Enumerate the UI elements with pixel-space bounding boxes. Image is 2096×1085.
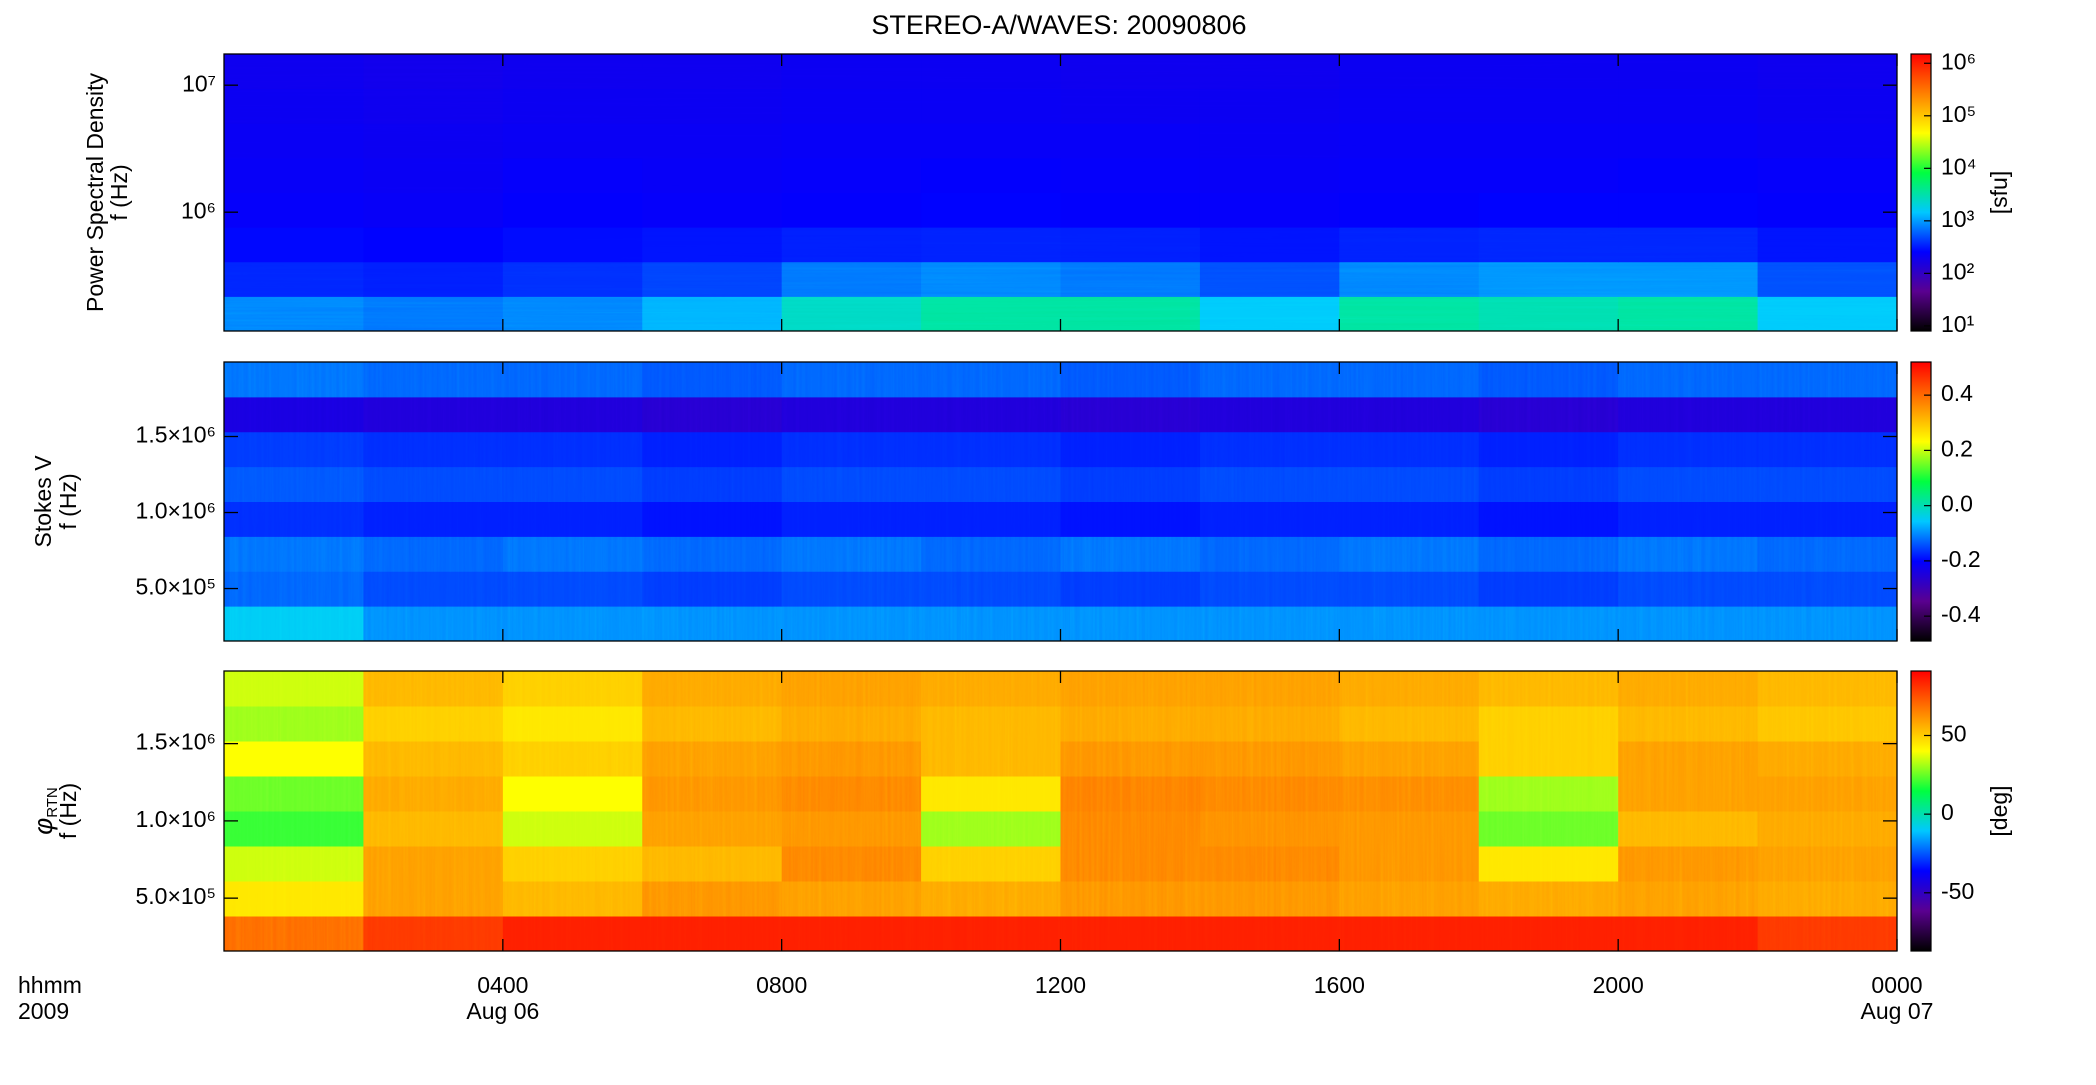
texture xyxy=(224,671,1897,951)
date-label: Aug 06 xyxy=(466,998,539,1024)
date-label: Aug 07 xyxy=(1861,998,1934,1024)
y-axis-label: f (Hz) xyxy=(55,473,81,529)
colorbar-tick-label: 0 xyxy=(1941,799,1954,825)
colorbar-label: [deg] xyxy=(1986,785,2012,836)
colorbar-tick-label: 10⁴ xyxy=(1941,153,1976,179)
colorbar xyxy=(1910,361,1932,642)
year-label: 2009 xyxy=(18,998,69,1024)
y-axis-label: φRTN xyxy=(28,787,61,835)
x-axis-label: hhmm xyxy=(18,972,82,998)
y-axis-label: f (Hz) xyxy=(106,164,132,220)
y-axis-label: f (Hz) xyxy=(55,783,81,839)
y-label-subscript: RTN xyxy=(44,787,61,818)
y-tick-label: 1.0×10⁶ xyxy=(136,498,216,524)
colorbar xyxy=(1910,670,1932,952)
x-tick-label: 0400 xyxy=(477,972,528,998)
x-tick-label: 1600 xyxy=(1314,972,1365,998)
y-label-symbol: φ xyxy=(28,818,58,835)
y-tick-label: 5.0×10⁵ xyxy=(135,574,216,600)
chart-title: STEREO-A/WAVES: 20090806 xyxy=(871,10,1246,40)
colorbar-tick-label: -0.2 xyxy=(1941,546,1981,572)
y-tick-label: 10⁷ xyxy=(182,70,216,96)
x-tick-label: 1200 xyxy=(1035,972,1086,998)
colorbar-tick-label: -50 xyxy=(1941,878,1974,904)
y-axis-label: Power Spectral Density xyxy=(82,72,108,312)
y-tick-label: 5.0×10⁵ xyxy=(135,883,216,909)
x-tick-label: 0000 xyxy=(1871,972,1922,998)
colorbar-tick-label: 10⁵ xyxy=(1941,101,1976,127)
colorbar-label: [sfu] xyxy=(1986,171,2012,214)
colorbar xyxy=(1910,53,1932,332)
colorbar-tick-label: 10² xyxy=(1941,258,1975,284)
x-tick-label: 2000 xyxy=(1593,972,1644,998)
colorbar-tick-label: 10¹ xyxy=(1941,311,1975,337)
texture xyxy=(224,362,1897,641)
y-tick-label: 1.5×10⁶ xyxy=(136,422,216,448)
y-axis-label: Stokes V xyxy=(30,455,56,548)
x-tick-label: 0800 xyxy=(756,972,807,998)
colorbar-tick-label: 0.4 xyxy=(1941,380,1973,406)
y-tick-label: 1.0×10⁶ xyxy=(136,806,216,832)
texture xyxy=(224,54,1897,331)
y-tick-label: 10⁶ xyxy=(181,197,216,223)
colorbar-tick-label: 0.2 xyxy=(1941,435,1973,461)
y-tick-label: 1.5×10⁶ xyxy=(136,729,216,755)
colorbar-tick-label: 10⁶ xyxy=(1941,48,1976,74)
colorbar-tick-label: -0.4 xyxy=(1941,601,1981,627)
colorbar-tick-label: 50 xyxy=(1941,721,1967,747)
colorbar-tick-label: 0.0 xyxy=(1941,491,1973,517)
colorbar-tick-label: 10³ xyxy=(1941,206,1975,232)
